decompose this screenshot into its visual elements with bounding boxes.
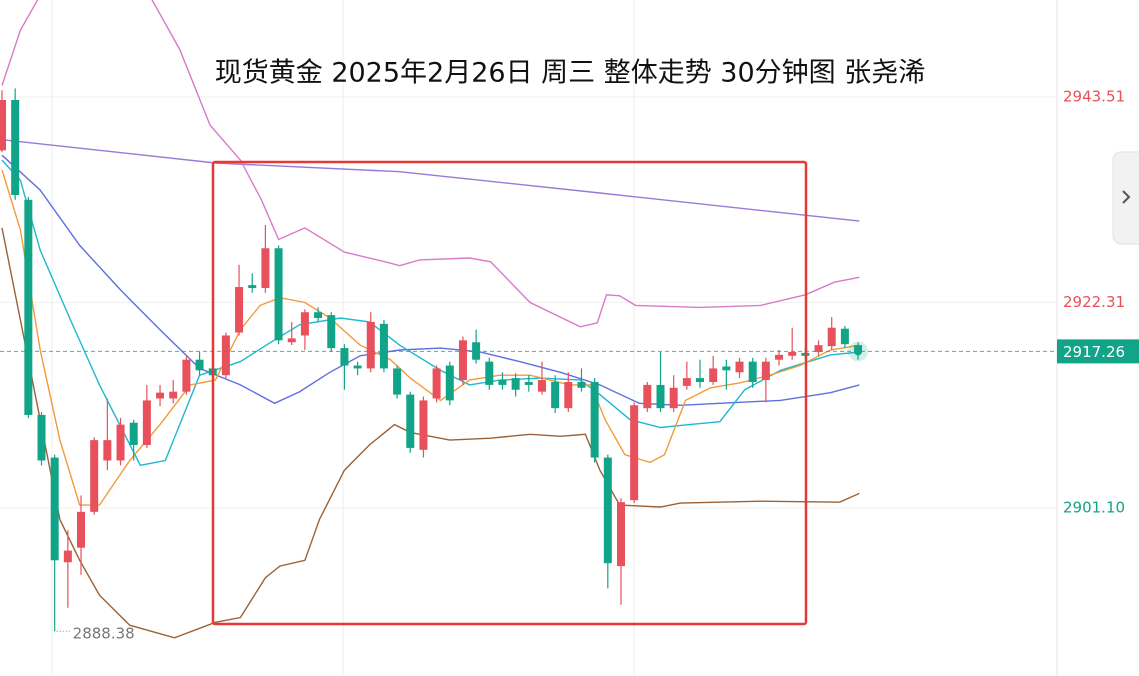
candle-body [709, 368, 718, 382]
candle-body [616, 502, 625, 567]
candle-body [748, 361, 757, 382]
candle-body [248, 285, 257, 288]
candle-body [393, 368, 402, 395]
candle-body [419, 400, 428, 450]
candle-body [103, 440, 112, 461]
side-tab[interactable] [1112, 151, 1139, 245]
candle-body [116, 424, 125, 461]
candle-body [340, 348, 349, 366]
candle-body [353, 365, 362, 369]
y-tick-label: 2943.51 [1063, 88, 1125, 106]
y-tick-label: 2901.10 [1063, 498, 1125, 516]
candle-body [735, 361, 744, 373]
candle-body [498, 380, 507, 385]
candle-body [603, 457, 612, 564]
candle-body [169, 391, 178, 399]
y-tick-label: 2922.31 [1063, 293, 1125, 311]
candle-body [11, 100, 20, 195]
indicator-line [1, 169, 860, 506]
chart-title: 现货黄金 2025年2月26日 周三 整体走势 30分钟图 张尧浠 [215, 58, 926, 89]
candle-body [235, 287, 244, 333]
candle-body [564, 381, 573, 409]
indicator-line [1, 159, 860, 467]
candle-body [90, 440, 99, 512]
indicator-line [1, 139, 860, 222]
candle-body [788, 351, 797, 356]
candle-body [0, 100, 6, 151]
time-grid [51, 0, 635, 676]
candle-body [327, 315, 336, 349]
last-price-box [1057, 339, 1139, 364]
low-label: 2888.38 [73, 625, 135, 643]
candle-body [274, 248, 283, 341]
candle-body [24, 199, 33, 415]
candle-body [814, 345, 823, 352]
candle-body [551, 381, 560, 409]
grid [0, 96, 1057, 509]
candle-body [406, 394, 415, 448]
candle-body [300, 312, 309, 336]
candle-body [182, 359, 191, 392]
candle-body [314, 312, 323, 319]
indicator-line [1, 0, 860, 328]
candle-body [485, 361, 494, 385]
candle-body [129, 422, 138, 445]
candle-body [577, 381, 586, 388]
candle-body [195, 359, 204, 371]
candle-body [840, 328, 849, 345]
candle-body [63, 550, 72, 563]
candle-body [537, 380, 546, 392]
candle-body [669, 387, 678, 409]
candle-body [643, 384, 652, 409]
highlight-box [211, 160, 808, 626]
indicator-line [1, 154, 860, 407]
candle-body [156, 392, 165, 399]
candle-body [221, 335, 230, 376]
candle-body [37, 414, 46, 461]
candle-body [682, 378, 691, 386]
candle-body [142, 400, 151, 445]
candle-body [722, 366, 731, 371]
candle-body [379, 323, 388, 369]
candle-body [432, 368, 441, 399]
candle-body [656, 384, 665, 409]
candle-body [50, 457, 59, 561]
indicator-lines [1, 0, 860, 639]
candle-body [590, 381, 599, 458]
overlay: 2917.26 2888.38 [0, 339, 1139, 643]
side-tab-bg[interactable] [1112, 151, 1139, 245]
candle-body [696, 378, 705, 382]
candle-body [827, 327, 836, 347]
candle-body [775, 354, 784, 360]
candle-body [287, 338, 296, 343]
indicator-line [1, 227, 860, 639]
candle-body [77, 511, 86, 548]
candles [0, 88, 863, 632]
candle-body [524, 381, 533, 385]
candle-body [366, 321, 375, 369]
candle-body [630, 405, 639, 501]
candle-body [261, 248, 270, 288]
candle-body [511, 378, 520, 390]
last-price-label: 2917.26 [1063, 343, 1125, 361]
last-price-dot [854, 347, 863, 356]
candle-body [761, 361, 770, 381]
chevron-icon[interactable] [1122, 190, 1131, 204]
candle-body [458, 340, 467, 381]
candle-body [445, 365, 454, 401]
